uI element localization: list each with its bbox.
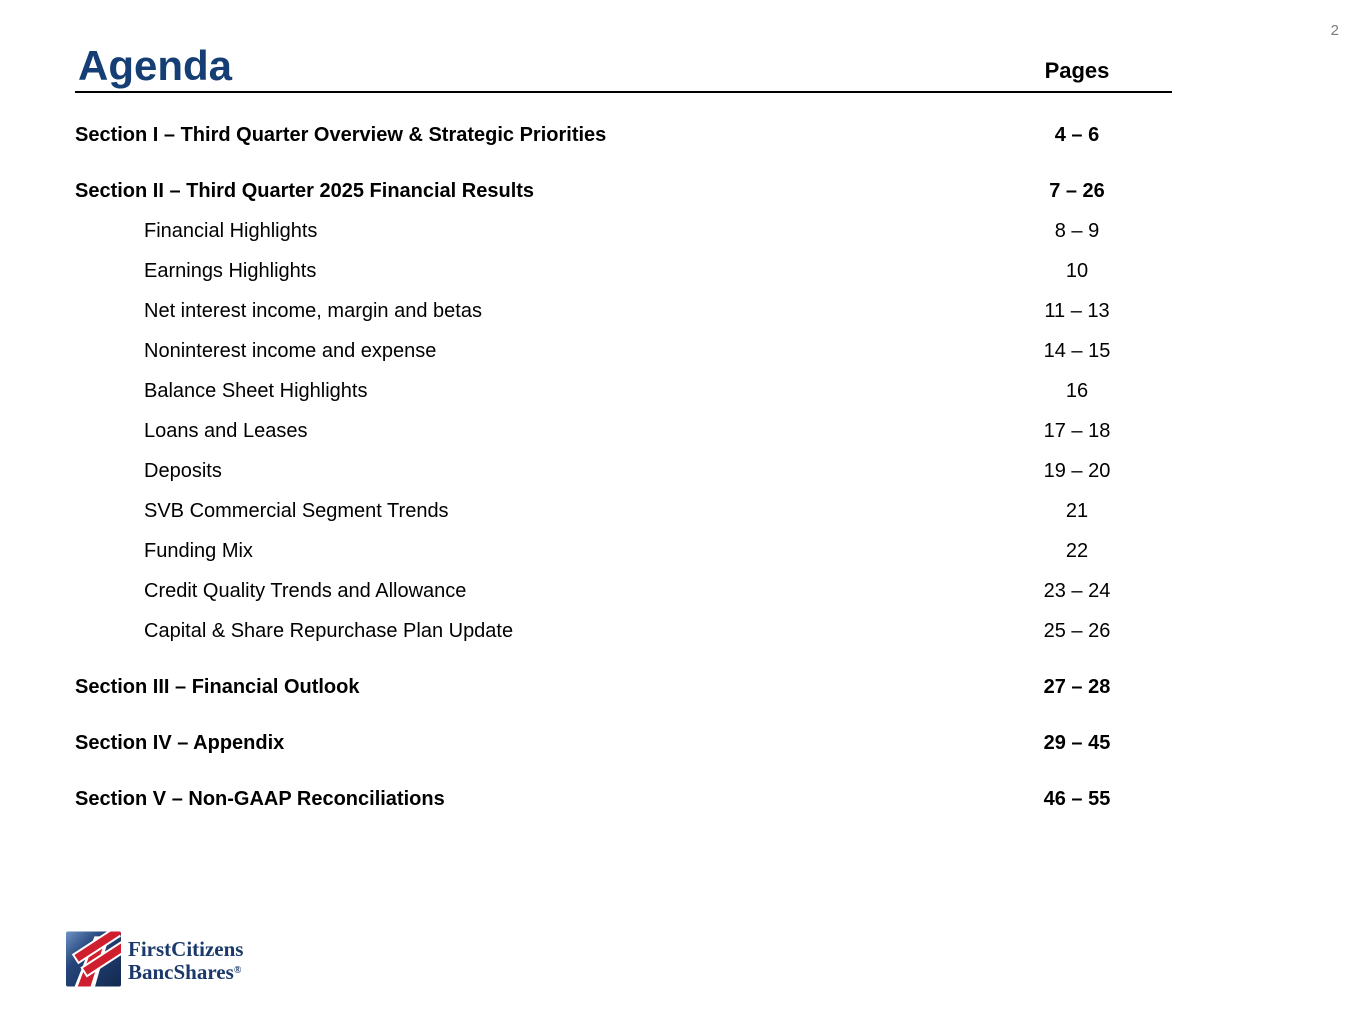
page-number: 2	[1330, 22, 1339, 39]
toc-row: Capital & Share Repurchase Plan Update 2…	[75, 611, 1172, 651]
pages-column-header: Pages	[1044, 58, 1110, 83]
logo-line2: BancShares	[128, 960, 234, 984]
toc-page-range: 16	[1065, 379, 1089, 402]
toc-item-label: Financial Highlights	[144, 219, 318, 242]
toc-item-label: Balance Sheet Highlights	[144, 379, 368, 402]
toc-row: Earnings Highlights 10	[75, 251, 1172, 291]
toc-page-range: 25 – 26	[1043, 619, 1111, 642]
toc-page-range: 19 – 20	[1043, 459, 1111, 482]
toc-page-range: 21	[1065, 499, 1089, 522]
toc-page-range: 22	[1065, 539, 1089, 562]
slide-title: Agenda	[78, 42, 233, 89]
toc-item-label: Loans and Leases	[144, 419, 308, 442]
toc-page-range: 4 – 6	[1054, 123, 1100, 146]
toc-page-range: 10	[1065, 259, 1089, 282]
toc-row: SVB Commercial Segment Trends 21	[75, 491, 1172, 531]
toc-item-label: Deposits	[144, 459, 222, 482]
toc-row: Section III – Financial Outlook 27 – 28	[75, 667, 1172, 707]
toc-page-range: 46 – 55	[1043, 787, 1111, 810]
toc-row: Balance Sheet Highlights 16	[75, 371, 1172, 411]
toc-page-range: 29 – 45	[1043, 731, 1111, 754]
toc-item-label: Section V – Non-GAAP Reconciliations	[75, 787, 445, 810]
toc-row: Section IV – Appendix 29 – 45	[75, 723, 1172, 763]
toc-row: Funding Mix 22	[75, 531, 1172, 571]
toc-item-label: Net interest income, margin and betas	[144, 299, 482, 322]
toc-item-label: Earnings Highlights	[144, 259, 317, 282]
toc-row: Net interest income, margin and betas 11…	[75, 291, 1172, 331]
toc-item-label: Section IV – Appendix	[75, 731, 285, 754]
registered-trademark: ®	[233, 965, 242, 976]
company-logo-text: FirstCitizens BancShares®	[128, 931, 243, 983]
toc-item-label: Section I – Third Quarter Overview & Str…	[75, 123, 607, 146]
toc-item-label: Noninterest income and expense	[144, 339, 437, 362]
title-header: Agenda Pages	[75, 44, 1172, 93]
toc-row: Credit Quality Trends and Allowance 23 –…	[75, 571, 1172, 611]
toc-page-range: 17 – 18	[1043, 419, 1111, 442]
toc-page-range: 11 – 13	[1044, 299, 1110, 322]
toc-row: Section II – Third Quarter 2025 Financia…	[75, 171, 1172, 211]
toc-page-range: 27 – 28	[1043, 675, 1111, 698]
toc-item-label: Credit Quality Trends and Allowance	[144, 579, 467, 602]
toc-row: Noninterest income and expense 14 – 15	[75, 331, 1172, 371]
firstcitizens-flag-icon	[66, 931, 121, 987]
toc-item-label: SVB Commercial Segment Trends	[144, 499, 449, 522]
toc-row: Section V – Non-GAAP Reconciliations 46 …	[75, 779, 1172, 819]
toc-row: Section I – Third Quarter Overview & Str…	[75, 115, 1172, 155]
toc-row: Loans and Leases 17 – 18	[75, 411, 1172, 451]
toc-row: Deposits 19 – 20	[75, 451, 1172, 491]
toc-page-range: 23 – 24	[1043, 579, 1111, 602]
toc-item-label: Funding Mix	[144, 539, 253, 562]
table-of-contents: Section I – Third Quarter Overview & Str…	[75, 93, 1172, 819]
toc-page-range: 14 – 15	[1043, 339, 1111, 362]
toc-row: Financial Highlights 8 – 9	[75, 211, 1172, 251]
toc-page-range: 8 – 9	[1054, 219, 1100, 242]
logo-line1: FirstCitizens	[128, 937, 244, 961]
toc-item-label: Section III – Financial Outlook	[75, 675, 360, 698]
company-logo: FirstCitizens BancShares®	[66, 931, 243, 987]
toc-item-label: Section II – Third Quarter 2025 Financia…	[75, 179, 535, 202]
slide-content: Agenda Pages Section I – Third Quarter O…	[75, 0, 1172, 819]
toc-item-label: Capital & Share Repurchase Plan Update	[144, 619, 514, 642]
toc-page-range: 7 – 26	[1049, 179, 1105, 202]
